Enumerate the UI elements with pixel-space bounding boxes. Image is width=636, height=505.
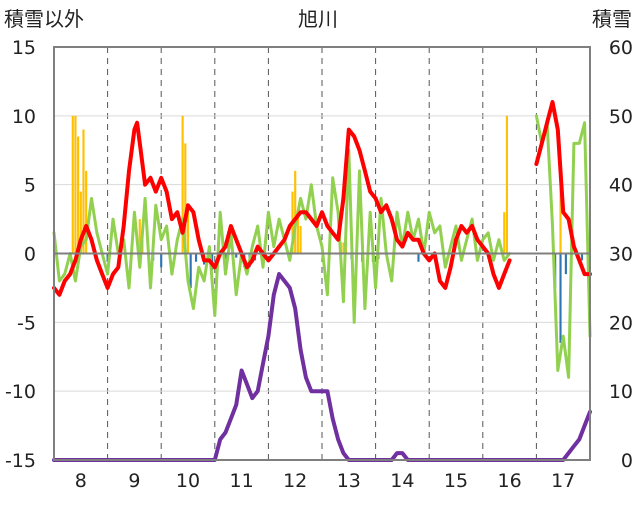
left-tick-label: -5 <box>17 312 36 334</box>
x-tick-label: 9 <box>128 470 140 492</box>
negative-bar <box>106 253 109 262</box>
precip-bar <box>79 191 82 254</box>
plot-frame <box>53 46 591 461</box>
precip-bar <box>184 143 187 254</box>
x-axis-ticks: 8 9 10 11 12 13 14 15 16 17 <box>75 470 576 492</box>
right-tick-label: 50 <box>609 106 633 128</box>
x-tick-label: 14 <box>390 470 414 492</box>
temp-change-line <box>52 148 512 324</box>
x-tick-label: 8 <box>75 470 87 492</box>
precip-bar <box>503 212 506 254</box>
precip-bar <box>559 157 562 254</box>
right-tick-label: 20 <box>609 312 633 334</box>
temperature-line <box>52 120 512 297</box>
precip-bar <box>505 115 508 254</box>
x-tick-label: 11 <box>230 470 254 492</box>
left-tick-label: 5 <box>24 175 36 197</box>
x-tick-label: 16 <box>498 470 522 492</box>
left-tick-label: 10 <box>12 106 36 128</box>
right-tick-label: 40 <box>609 175 633 197</box>
left-tick-label: 15 <box>12 37 36 59</box>
precip-bar <box>85 170 88 254</box>
precip-bar <box>71 115 74 254</box>
x-tick-label: 10 <box>176 470 200 492</box>
right-axis-ticks: 60 50 40 30 20 10 0 <box>609 37 633 472</box>
negative-bar <box>235 253 238 258</box>
precip-bar <box>294 170 297 254</box>
x-tick-label: 15 <box>444 470 468 492</box>
left-axis-ticks: 15 10 5 0 -5 -10 -15 <box>5 37 36 472</box>
left-tick-label: 0 <box>24 244 36 266</box>
negative-bar <box>189 253 192 288</box>
right-tick-label: 30 <box>609 244 633 266</box>
precip-bar <box>299 225 302 254</box>
negative-bar <box>194 253 198 262</box>
precip-bar <box>296 212 299 254</box>
left-axis-label: 積雪以外 <box>4 7 84 31</box>
x-tick-label: 12 <box>283 470 307 492</box>
negative-bar <box>160 253 163 268</box>
negative-bar <box>580 253 584 261</box>
chart-title: 旭川 <box>298 7 338 31</box>
left-tick-label: -10 <box>5 381 36 403</box>
precip-bar <box>181 115 184 254</box>
precip-bar <box>342 242 345 254</box>
negative-bar <box>417 253 420 262</box>
negative-bar <box>559 253 562 343</box>
precip-bar <box>138 219 141 254</box>
precip-bar <box>74 115 77 254</box>
right-tick-label: 0 <box>621 450 633 472</box>
precip-bar <box>77 136 80 254</box>
negative-bar <box>564 253 567 275</box>
x-tick-label: 17 <box>551 470 575 492</box>
left-tick-label: -15 <box>5 450 36 472</box>
negative-bar <box>224 253 227 260</box>
x-tick-label: 13 <box>337 470 361 492</box>
temperature-2-line <box>534 100 592 277</box>
precip-bar <box>186 205 190 254</box>
right-tick-label: 10 <box>609 381 633 403</box>
precip-bar <box>82 129 85 254</box>
right-tick-label: 60 <box>609 37 633 59</box>
right-axis-label: 積雪 <box>592 7 632 31</box>
